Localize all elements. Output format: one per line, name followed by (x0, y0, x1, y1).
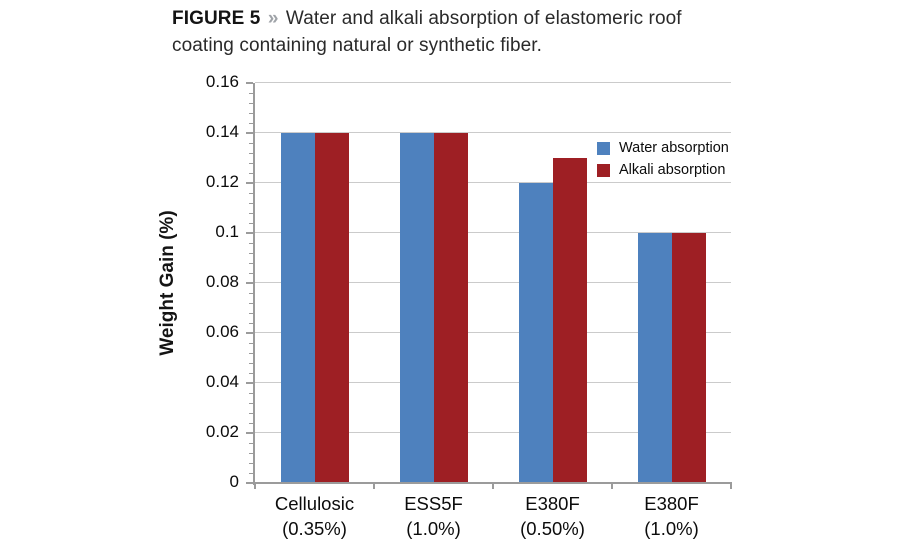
y-tick-label: 0.06 (205, 322, 239, 341)
x-category-label-0: Cellulosic (0.35%) (250, 491, 380, 541)
x-category-name: Cellulosic (274, 493, 355, 514)
y-tick-label: 0.02 (205, 422, 239, 441)
y-tick-label: 0.1 (215, 222, 239, 241)
x-axis-tick (611, 484, 613, 489)
y-axis-minor-tick (249, 92, 253, 94)
x-category-label-2: E380F (0.50%) (488, 491, 618, 541)
y-axis-minor-tick (249, 372, 253, 374)
y-axis-minor-tick (249, 402, 253, 404)
figure-number-label: FIGURE 5 (172, 8, 261, 29)
y-axis-minor-tick (249, 112, 253, 114)
y-axis-minor-tick (249, 162, 253, 164)
x-category-label-3: E380F (1.0%) (607, 491, 737, 541)
gridline (255, 432, 731, 433)
bar-water-1 (399, 133, 434, 483)
y-axis-minor-tick (249, 222, 253, 224)
y-axis-minor-tick (249, 242, 253, 244)
y-axis-minor-tick (249, 412, 253, 414)
x-axis-tick (254, 484, 256, 489)
y-tick-label: 0.08 (205, 272, 239, 291)
gridline (255, 332, 731, 333)
y-tick-label: 0.14 (205, 122, 239, 141)
x-category-dose: (0.35%) (282, 518, 347, 539)
x-axis-tick (492, 484, 494, 489)
x-category-label-1: ESS5F (1.0%) (369, 491, 499, 541)
legend-label: Alkali absorption (619, 162, 726, 178)
y-tick-label: 0.16 (205, 72, 239, 91)
y-axis-major-tick (246, 232, 253, 234)
y-axis-major-tick (246, 432, 253, 434)
x-axis-tick (730, 484, 732, 489)
x-category-name: E380F (525, 493, 580, 514)
y-axis-minor-tick (249, 452, 253, 454)
y-axis-minor-tick (249, 262, 253, 264)
gridline (255, 82, 731, 83)
x-category-name: E380F (644, 493, 699, 514)
y-axis-major-tick (246, 332, 253, 334)
y-tick-label: 0.04 (205, 372, 239, 391)
gridline (255, 232, 731, 233)
y-axis-minor-tick (249, 472, 253, 474)
x-axis-tick (373, 484, 375, 489)
bar-alkali-0 (314, 133, 349, 483)
bar-water-0 (280, 133, 315, 483)
gridline (255, 382, 731, 383)
y-axis-minor-tick (249, 202, 253, 204)
legend-label: Water absorption (619, 140, 729, 156)
y-axis-minor-tick (249, 212, 253, 214)
gridline (255, 132, 731, 133)
y-tick-label: 0.12 (205, 172, 239, 191)
y-axis-minor-tick (249, 122, 253, 124)
x-category-dose: (1.0%) (644, 518, 699, 539)
bar-alkali-2 (552, 158, 587, 483)
y-axis-minor-tick (249, 352, 253, 354)
legend-swatch-icon (597, 163, 610, 177)
y-axis-minor-tick (249, 342, 253, 344)
y-axis-major-tick (246, 182, 253, 184)
chart-legend: Water absorption Alkali absorption (597, 140, 729, 184)
legend-swatch-icon (597, 141, 610, 155)
y-axis-minor-tick (249, 272, 253, 274)
y-tick-label: 0 (229, 472, 239, 491)
bar-water-2 (518, 183, 553, 483)
legend-item-alkali: Alkali absorption (597, 162, 729, 178)
y-axis-major-tick (246, 82, 253, 84)
y-axis-major-tick (246, 382, 253, 384)
bar-water-3 (637, 233, 672, 483)
figure-caption: FIGURE 5 » Water and alkali absorption o… (172, 5, 732, 59)
y-axis-minor-tick (249, 322, 253, 324)
x-category-dose: (0.50%) (520, 518, 585, 539)
y-axis-minor-tick (249, 102, 253, 104)
y-axis-major-tick (246, 482, 253, 484)
gridline (255, 182, 731, 183)
y-axis-minor-tick (249, 302, 253, 304)
y-axis-minor-tick (249, 392, 253, 394)
caption-separator-icon: » (267, 8, 279, 29)
x-axis-line (253, 482, 732, 484)
x-category-name: ESS5F (404, 493, 463, 514)
y-axis-major-tick (246, 132, 253, 134)
y-axis-minor-tick (249, 152, 253, 154)
y-axis-minor-tick (249, 362, 253, 364)
y-axis-minor-tick (249, 422, 253, 424)
y-axis-minor-tick (249, 312, 253, 314)
y-axis-minor-tick (249, 292, 253, 294)
y-axis-minor-tick (249, 252, 253, 254)
bar-alkali-1 (433, 133, 468, 483)
bar-alkali-3 (671, 233, 706, 483)
y-axis-minor-tick (249, 192, 253, 194)
y-axis-major-tick (246, 282, 253, 284)
legend-item-water: Water absorption (597, 140, 729, 156)
y-axis-minor-tick (249, 462, 253, 464)
x-category-dose: (1.0%) (406, 518, 461, 539)
y-axis-minor-tick (249, 142, 253, 144)
y-axis-minor-tick (249, 442, 253, 444)
gridline (255, 282, 731, 283)
figure-caption-text: Water and alkali absorption of elastomer… (172, 8, 682, 56)
y-axis-line (253, 83, 255, 485)
y-axis-minor-tick (249, 172, 253, 174)
